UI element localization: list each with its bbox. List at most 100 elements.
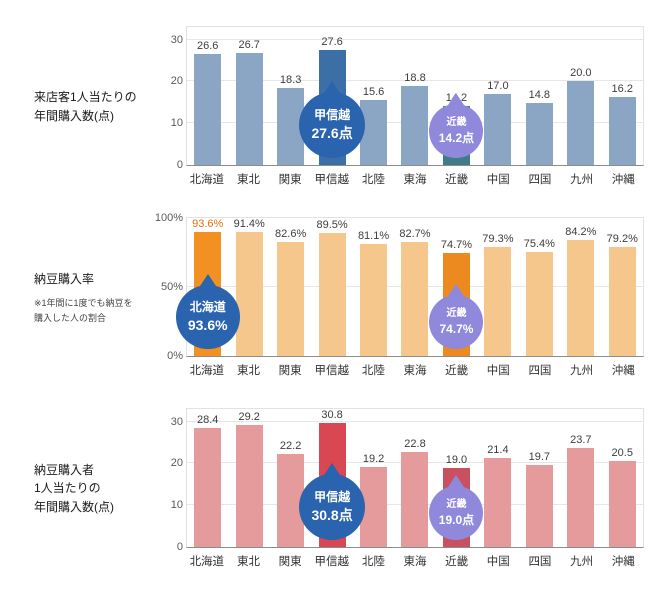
callout-pointer-icon: [324, 463, 341, 475]
bar-slot: 28.4: [187, 409, 228, 547]
y-tick-label: 0%: [167, 350, 183, 362]
callout-bubble: 甲信越 27.6点: [299, 92, 366, 158]
plot-area: 0 10 20 30 26.6 26.7 18.3 27.6 15.6 18.8 14.2 17.0 1…: [171, 26, 644, 171]
value-label: 15.6: [362, 85, 385, 98]
x-tick-label: 東海: [403, 365, 427, 377]
callout-value-label: 30.8点: [311, 506, 353, 523]
callout-bubble: 甲信越 30.8点: [299, 474, 366, 540]
chart-row-purchase-rate: 納豆購入率 ※1年間に1度でも納豆を 購入した人の割合 0% 50% 100% 93.…: [0, 212, 650, 378]
bar: [567, 239, 595, 356]
bar: [525, 103, 553, 165]
value-label: 23.7: [570, 433, 592, 446]
value-label: 16.2: [611, 83, 633, 96]
bar-slot: 89.5%: [311, 218, 352, 356]
value-label: 82.7%: [399, 227, 431, 240]
value-label: 17.0: [487, 79, 509, 92]
x-axis-labels: 北海道 東北 関東 甲信越 北陸 東海 近畿 中国 四国 九州 沖縄: [186, 362, 644, 378]
x-tick-label: 近畿: [445, 174, 469, 186]
bar: [360, 244, 388, 356]
y-tick-label: 0: [176, 541, 183, 553]
bar: [567, 447, 595, 547]
callout-pointer-icon: [448, 284, 465, 296]
bar-slot: 16.2: [602, 27, 643, 165]
bar-slot: 81.1%: [353, 218, 394, 356]
value-label: 26.7: [238, 39, 260, 52]
callout: 近畿 14.2点: [429, 93, 484, 158]
x-tick-label: 関東: [278, 556, 302, 568]
bar: [235, 53, 263, 165]
value-label: 79.3%: [482, 232, 514, 245]
x-tick-label: 中国: [486, 365, 510, 377]
callout-region-label: 甲信越: [314, 108, 351, 123]
bar-slot: 14.8: [519, 27, 560, 165]
x-tick-label: 沖縄: [611, 174, 635, 186]
callout-value-label: 14.2点: [438, 130, 475, 145]
x-tick-label: 東海: [403, 556, 427, 568]
chart-label-column-per-purchaser: 納豆購入者 1人当たりの 年間購入数(点): [0, 408, 148, 569]
x-tick-label: 東北: [236, 365, 260, 377]
callout-pointer-icon: [199, 274, 216, 286]
bar: [401, 241, 429, 356]
bar: [401, 451, 429, 547]
x-tick-label: 甲信越: [314, 365, 349, 377]
callout-bubble: 近畿 74.7%: [429, 295, 484, 349]
bar: [401, 86, 429, 165]
callout: 近畿 74.7%: [429, 284, 484, 349]
bar: [484, 457, 512, 547]
bar: [318, 232, 346, 356]
bar-slot: 18.8: [394, 27, 435, 165]
bar: [525, 251, 553, 356]
bar-slot: 84.2%: [560, 218, 601, 356]
bar-slot: 29.2: [228, 409, 269, 547]
bar-slot: 22.8: [394, 409, 435, 547]
bar: [194, 53, 222, 165]
value-label: 19.0: [445, 453, 468, 466]
bar: [608, 246, 636, 356]
bar-chart-per-purchaser-purchases: 0 10 20 30 28.4 29.2 22.2 30.8 19.2 22.8 19.0 21.4 1…: [148, 408, 644, 569]
value-label: 81.1%: [357, 230, 390, 243]
callout-pointer-icon: [448, 475, 465, 487]
gridline: [187, 420, 643, 422]
bar-slot: 26.7: [228, 27, 269, 165]
x-tick-label: 沖縄: [611, 365, 635, 377]
callout-value-label: 19.0点: [438, 512, 475, 527]
callout-value-label: 27.6点: [311, 124, 353, 141]
value-label: 26.6: [197, 39, 219, 52]
callout: 甲信越 30.8点: [299, 463, 366, 540]
chart-label-column-purchase-rate: 納豆購入率 ※1年間に1度でも納豆を 購入した人の割合: [0, 217, 148, 378]
x-tick-label: 関東: [278, 174, 302, 186]
bar: [525, 464, 553, 547]
chart-row-per-purchaser: 納豆購入者 1人当たりの 年間購入数(点) 0 10 20 30 28.4 29.2 22.…: [0, 408, 650, 569]
bar-slot: 20.0: [560, 27, 601, 165]
x-tick-label: 北陸: [361, 174, 385, 186]
callout-region-label: 近畿: [446, 308, 467, 320]
y-tick-label: 20: [170, 75, 183, 88]
x-tick-label: 九州: [570, 174, 594, 186]
value-label: 18.8: [404, 72, 426, 85]
bar-slot: 91.4%: [228, 218, 269, 356]
callout-value-label: 93.6%: [187, 316, 228, 333]
chart-title-purchase-rate: 納豆購入率: [34, 271, 95, 286]
x-tick-label: 中国: [486, 174, 510, 186]
callout-region-label: 甲信越: [314, 490, 351, 505]
value-label: 91.4%: [233, 218, 265, 230]
callout-bubble: 近畿 19.0点: [429, 486, 484, 540]
gridline: [187, 80, 643, 82]
chart-label-column-per-visitor: 来店客1人当たりの 年間購入数(点): [0, 26, 148, 187]
y-tick-label: 10: [170, 117, 183, 130]
x-tick-label: 四国: [528, 365, 552, 377]
bar: [360, 99, 388, 165]
value-label: 89.5%: [316, 218, 348, 231]
plot-area: 0% 50% 100% 93.6% 91.4% 82.6% 89.5% 81.1% 82.7% 7…: [155, 212, 644, 362]
value-label: 14.8: [528, 89, 551, 102]
y-tick-label: 100%: [154, 212, 183, 224]
value-label: 84.2%: [565, 225, 597, 238]
x-tick-label: 北海道: [189, 556, 225, 568]
value-label: 20.5: [611, 447, 633, 460]
chart-title-per-purchaser: 納豆購入者 1人当たりの 年間購入数(点): [34, 462, 114, 514]
bar-slot: 17.0: [477, 27, 518, 165]
value-label: 19.7: [528, 450, 551, 463]
callout-pointer-icon: [324, 81, 341, 93]
bar-slot: 19.7: [519, 409, 560, 547]
